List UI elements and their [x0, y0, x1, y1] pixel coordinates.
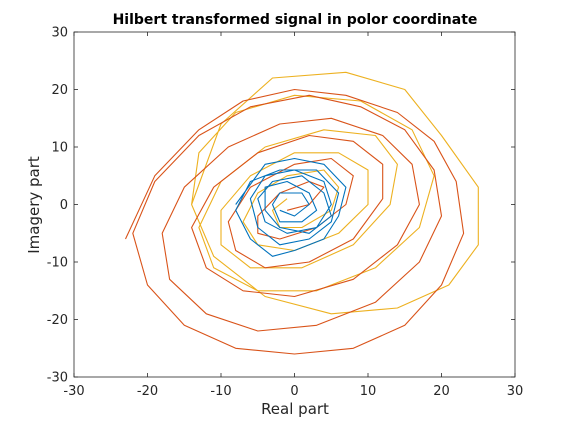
- series-group: [125, 71, 479, 355]
- y-tick-label: 10: [51, 141, 68, 156]
- series-line-3: [191, 71, 479, 315]
- x-tick-label: -20: [137, 384, 158, 399]
- y-tick-label: 30: [51, 26, 68, 41]
- x-tick-label: 0: [290, 384, 298, 399]
- y-tick-label: 20: [51, 83, 68, 98]
- x-tick-label: 10: [360, 384, 377, 399]
- plot-area: -30 -20 -10 0 10 20 30 -30 -20 -10 0 10 20 30: [47, 26, 524, 400]
- axes-box: [73, 31, 516, 378]
- chart-title: Hilbert transformed signal in polor coor…: [113, 12, 478, 28]
- x-tick-label: 20: [433, 384, 450, 399]
- ticks-group: -30 -20 -10 0 10 20 30 -30 -20 -10 0 10 20 30: [47, 26, 524, 400]
- x-tick-label: -30: [63, 384, 84, 399]
- x-tick-label: -10: [210, 384, 231, 399]
- x-axis-label: Real part: [261, 400, 329, 418]
- x-tick-label: 30: [507, 384, 524, 399]
- y-tick-label: -30: [47, 371, 68, 386]
- series-line-1: [235, 157, 347, 257]
- y-tick-label: -10: [47, 256, 68, 271]
- series-line-2: [125, 88, 465, 355]
- y-tick-label: -20: [47, 313, 68, 328]
- y-tick-label: 0: [60, 198, 68, 213]
- y-axis-label: Imagery part: [25, 156, 43, 254]
